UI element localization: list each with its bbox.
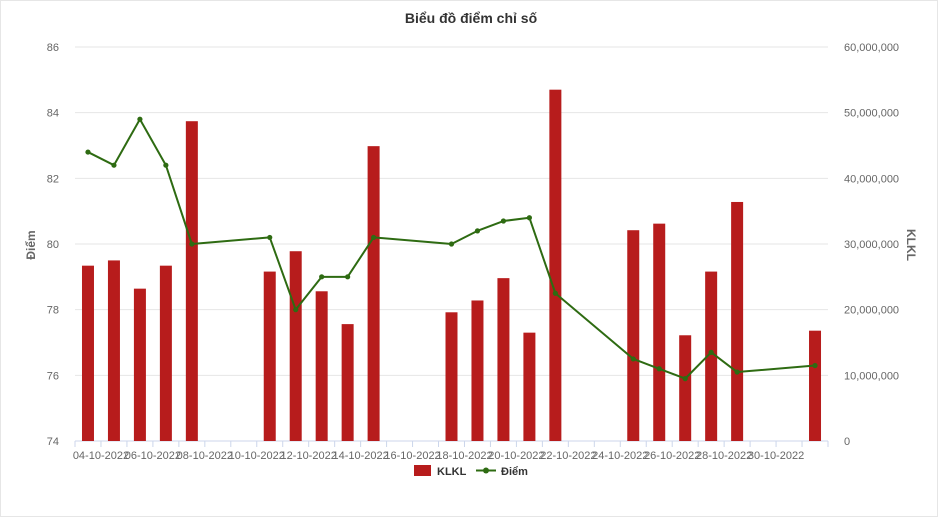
bar-klkl[interactable] [159,265,172,441]
x-tick-label: 18-10-2022 [436,450,492,462]
x-tick-label: 30-10-2022 [748,450,804,462]
point-diem[interactable] [708,349,714,355]
point-diem[interactable] [163,162,169,168]
legend-label-diem[interactable]: Điểm [501,466,528,478]
bar-klkl[interactable] [367,146,380,441]
bar-klkl[interactable] [523,332,536,441]
point-diem[interactable] [345,274,351,280]
bar-klkl[interactable] [627,230,640,441]
right-tick-label: 50,000,000 [844,108,899,120]
bar-klkl[interactable] [809,330,822,441]
left-tick-label: 76 [47,370,59,382]
x-tick-label: 16-10-2022 [384,450,440,462]
right-tick-label: 0 [844,436,850,448]
point-diem[interactable] [734,369,740,375]
bar-klkl[interactable] [731,201,744,441]
point-diem[interactable] [526,215,532,221]
point-diem[interactable] [267,234,273,241]
point-diem[interactable] [552,290,558,296]
x-tick-label: 20-10-2022 [488,450,544,462]
point-diem[interactable] [137,116,143,122]
point-diem[interactable] [85,149,91,155]
chart-title: Biểu đồ điểm chỉ số [405,10,538,26]
right-tick-label: 30,000,000 [844,239,899,251]
right-tick-label: 60,000,000 [844,42,899,54]
point-diem[interactable] [319,274,325,280]
bar-klkl[interactable] [263,271,276,441]
bar-klkl[interactable] [81,265,94,441]
x-tick-label: 12-10-2022 [281,450,337,462]
legend: KLKL Điểm [414,465,528,478]
right-axis-ticks: 0 10,000,000 20,000,000 30,000,000 40,000,00… [844,42,899,448]
bar-klkl[interactable] [679,335,692,441]
bar-klkl[interactable] [341,324,354,441]
bar-klkl[interactable] [315,291,328,441]
x-tick-label: 04-10-2022 [73,450,129,462]
point-diem[interactable] [474,228,481,234]
x-tick-label: 22-10-2022 [540,450,596,462]
x-tick-label: 10-10-2022 [229,450,285,462]
legend-label-klkl[interactable]: KLKL [437,466,467,478]
bar-klkl[interactable] [445,312,458,441]
bar-klkl[interactable] [289,251,302,441]
left-tick-label: 86 [47,42,59,54]
line-series-diem [85,116,818,382]
point-diem[interactable] [812,362,818,369]
right-tick-label: 10,000,000 [844,370,899,382]
bar-klkl[interactable] [705,271,718,441]
bar-klkl[interactable] [471,300,484,441]
left-tick-label: 74 [47,436,59,448]
right-axis-title: KLKL [904,229,918,261]
right-tick-label: 20,000,000 [844,305,899,317]
left-axis-ticks: 74 76 78 80 82 84 86 [47,42,59,448]
bar-series-klkl [81,89,822,441]
point-diem[interactable] [500,218,507,224]
x-tick-label: 24-10-2022 [592,450,648,462]
x-tick-label: 26-10-2022 [644,450,700,462]
bar-klkl[interactable] [133,288,146,441]
left-tick-label: 78 [47,305,59,317]
point-diem[interactable] [448,241,455,247]
point-diem[interactable] [111,162,117,168]
x-tick-label: 06-10-2022 [125,450,181,462]
bar-klkl[interactable] [107,260,120,441]
x-tick-label: 08-10-2022 [177,450,233,462]
x-tick-label: 28-10-2022 [696,450,752,462]
left-tick-label: 82 [47,173,59,185]
x-axis-ticks: 04-10-202206-10-202208-10-202210-10-2022… [73,441,829,462]
point-diem[interactable] [630,356,636,362]
point-diem[interactable] [682,376,688,382]
legend-swatch-diem-marker[interactable] [483,467,489,474]
point-diem[interactable] [656,366,662,372]
x-tick-label: 14-10-2022 [332,450,388,462]
bar-klkl[interactable] [653,223,666,441]
point-diem[interactable] [371,234,377,241]
bar-klkl[interactable] [497,278,510,441]
point-diem[interactable] [189,241,195,247]
point-diem[interactable] [293,307,299,313]
bar-klkl[interactable] [549,89,562,441]
legend-swatch-klkl[interactable] [414,465,431,476]
bar-klkl[interactable] [185,121,198,441]
left-tick-label: 84 [47,108,59,120]
left-axis-title: Điểm [24,230,38,259]
right-tick-label: 40,000,000 [844,173,899,185]
left-tick-label: 80 [47,239,59,251]
